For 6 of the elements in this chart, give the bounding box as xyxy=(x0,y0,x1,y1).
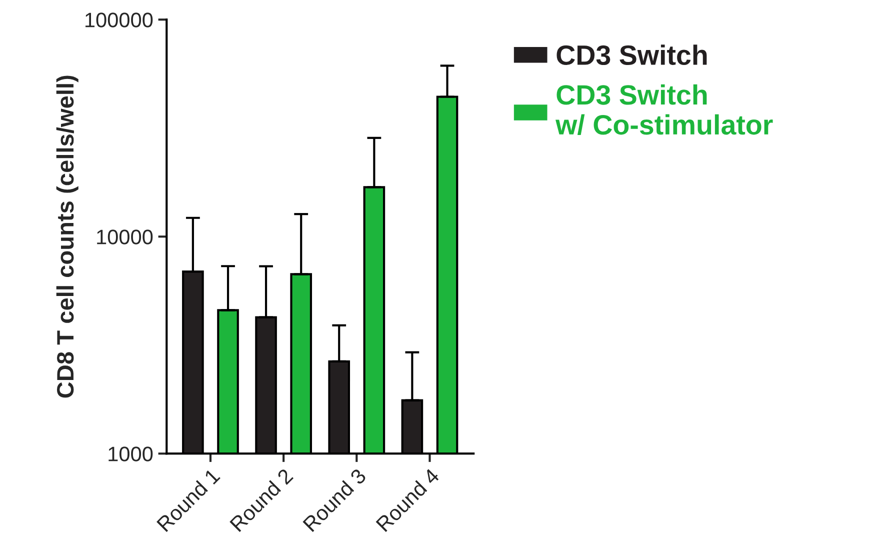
legend-label: CD3 Switch xyxy=(556,44,707,66)
legend-label: CD3 Switch w/ Co-stimulator xyxy=(556,84,773,135)
y-tick-label: 10000 xyxy=(97,230,153,244)
y-tick-label: 100000 xyxy=(86,12,153,28)
y-axis-title: CD8 T cell counts (cells/well) xyxy=(56,76,78,398)
y-tick-label: 1000 xyxy=(108,446,153,462)
